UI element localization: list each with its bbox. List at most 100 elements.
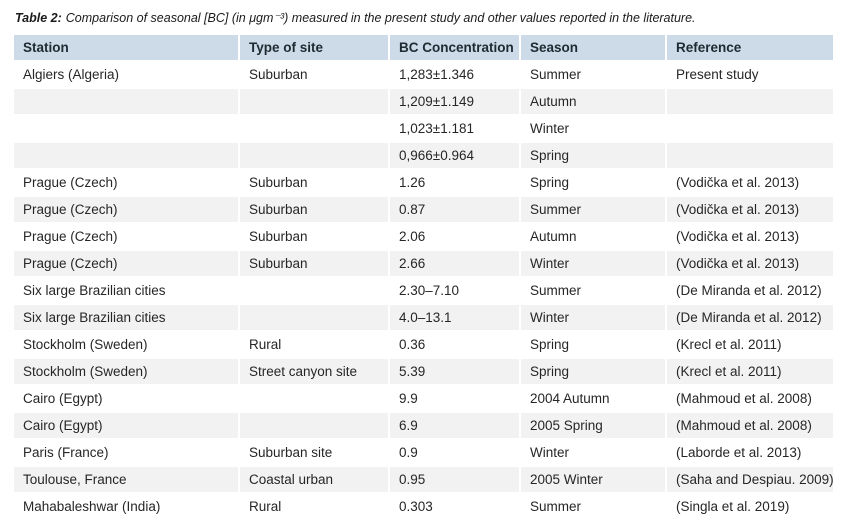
table-cell: Summer [521,62,667,89]
table-cell: Suburban [240,197,390,224]
table-cell: (De Miranda et al. 2012) [667,305,833,332]
table-cell: Winter [521,116,667,143]
table-cell: Coastal urban [240,467,390,494]
table-cell: (Vodička et al. 2013) [667,251,833,278]
table-cell: Six large Brazilian cities [14,305,240,332]
table-cell: Suburban [240,251,390,278]
table-cell: 1,023±1.181 [390,116,521,143]
table-cell: Mahabaleshwar (India) [14,494,240,519]
comparison-table: Station Type of site BC Concentration Seaso… [14,35,833,519]
column-header-bc-concentration: BC Concentration [390,35,521,62]
table-cell: Suburban [240,224,390,251]
table-cell: Stockholm (Sweden) [14,332,240,359]
table-row: Cairo (Egypt) 6.9 2005 Spring (Mahmoud et a… [14,413,833,440]
table-cell [240,116,390,143]
table-row: Prague (Czech) Suburban 2.06 Autumn (Vodička… [14,224,833,251]
table-cell: Paris (France) [14,440,240,467]
table-row: Paris (France) Suburban site 0.9 Winter (Lab… [14,440,833,467]
table-caption-text: Comparison of seasonal [BC] (in μgm⁻³) m… [65,11,696,25]
table-cell [667,143,833,170]
table-cell [14,89,240,116]
table-cell [14,116,240,143]
table-row: Toulouse, France Coastal urban 0.95 2005 Wi… [14,467,833,494]
table-cell [240,278,390,305]
table-cell: Spring [521,332,667,359]
table-cell: Rural [240,332,390,359]
table-row: Stockholm (Sweden) Rural 0.36 Spring (Krecl … [14,332,833,359]
table-cell: Winter [521,305,667,332]
table-caption: Table 2: Comparison of seasonal [BC] (in … [15,10,833,26]
table-cell [240,413,390,440]
table-cell: Winter [521,440,667,467]
table-cell: 6.9 [390,413,521,440]
table-cell: (Laborde et al. 2013) [667,440,833,467]
table-cell [240,305,390,332]
table-cell: (Singla et al. 2019) [667,494,833,519]
table-cell: 2005 Spring [521,413,667,440]
table-cell: 9.9 [390,386,521,413]
table-cell: Suburban [240,170,390,197]
column-header-season: Season [521,35,667,62]
table-cell: Spring [521,170,667,197]
table-header-row: Station Type of site BC Concentration Seaso… [14,35,833,62]
table-cell: 1.26 [390,170,521,197]
table-cell: 1,283±1.346 [390,62,521,89]
table-cell: 2.30–7.10 [390,278,521,305]
table-cell: Prague (Czech) [14,224,240,251]
table-cell: Rural [240,494,390,519]
table-cell: 2005 Winter [521,467,667,494]
table-row: Six large Brazilian cities 2.30–7.10 Summe… [14,278,833,305]
table-cell: (Vodička et al. 2013) [667,224,833,251]
table-cell: Six large Brazilian cities [14,278,240,305]
table-cell: Prague (Czech) [14,251,240,278]
table-cell: Stockholm (Sweden) [14,359,240,386]
table-row: Mahabaleshwar (India) Rural 0.303 Summer (Si… [14,494,833,519]
table-cell: Summer [521,494,667,519]
table-row: Prague (Czech) Suburban 1.26 Spring (Vodička… [14,170,833,197]
table-cell: 5.39 [390,359,521,386]
table-row: 1,023±1.181 Winter [14,116,833,143]
table-cell: (De Miranda et al. 2012) [667,278,833,305]
table-cell: Algiers (Algeria) [14,62,240,89]
table-cell: Summer [521,197,667,224]
table-cell: Summer [521,278,667,305]
table-cell: Toulouse, France [14,467,240,494]
table-cell [240,143,390,170]
table-cell: (Vodička et al. 2013) [667,170,833,197]
table-row: Prague (Czech) Suburban 2.66 Winter (Vodička… [14,251,833,278]
table-cell: Prague (Czech) [14,197,240,224]
table-cell: Winter [521,251,667,278]
table-row: Cairo (Egypt) 9.9 2004 Autumn (Mahmoud et a… [14,386,833,413]
table-cell: 0.9 [390,440,521,467]
table-cell: 2004 Autumn [521,386,667,413]
table-cell: (Vodička et al. 2013) [667,197,833,224]
table-body: Algiers (Algeria) Suburban 1,283±1.346 Summ… [14,62,833,519]
table-cell: (Saha and Despiau. 2009) [667,467,833,494]
table-row: Stockholm (Sweden) Street canyon site 5.39… [14,359,833,386]
table-cell [667,89,833,116]
table-cell: Street canyon site [240,359,390,386]
table-row: 1,209±1.149 Autumn [14,89,833,116]
column-header-reference: Reference [667,35,833,62]
table-cell: Suburban [240,62,390,89]
table-cell: 4.0–13.1 [390,305,521,332]
table-cell: 0.95 [390,467,521,494]
table-cell: Cairo (Egypt) [14,386,240,413]
table-row: 0,966±0.964 Spring [14,143,833,170]
table-caption-label: Table 2: [15,11,62,25]
table-cell: Prague (Czech) [14,170,240,197]
table-cell: Spring [521,143,667,170]
table-cell: Autumn [521,89,667,116]
table-cell: 0.36 [390,332,521,359]
table-cell: Present study [667,62,833,89]
table-cell: (Mahmoud et al. 2008) [667,413,833,440]
table-cell: (Mahmoud et al. 2008) [667,386,833,413]
table-cell: 0,966±0.964 [390,143,521,170]
table-cell: 0.303 [390,494,521,519]
table-cell: Cairo (Egypt) [14,413,240,440]
table-cell: (Krecl et al. 2011) [667,332,833,359]
table-cell [14,143,240,170]
table-row: Six large Brazilian cities 4.0–13.1 Winter… [14,305,833,332]
table-cell: Autumn [521,224,667,251]
